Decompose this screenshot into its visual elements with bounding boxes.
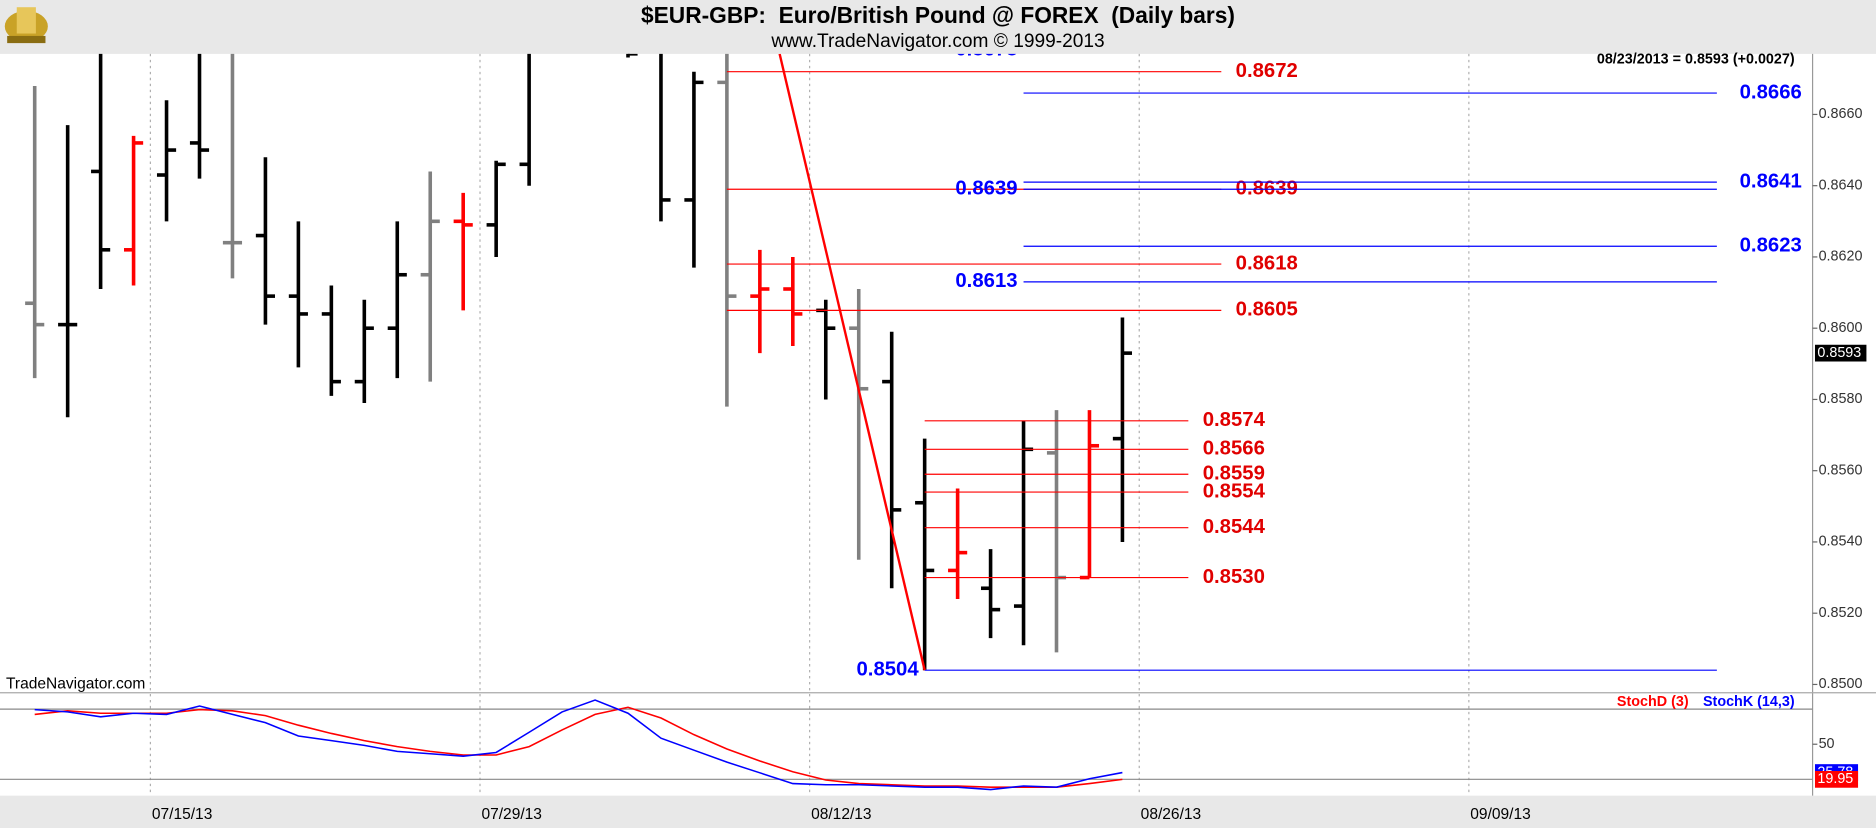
level-label: 0.8605 (1236, 299, 1298, 321)
y-tick-label: 0.8540 (1819, 534, 1863, 550)
value-tag (1814, 770, 1859, 788)
y-tick-label: 0.8500 (1819, 676, 1863, 692)
level-label: 0.8566 (1203, 438, 1265, 460)
x-tick-label: 07/15/13 (152, 806, 213, 823)
level-label: 0.8666 (1740, 81, 1802, 103)
legend-entry: StochK (14,3) (1703, 694, 1795, 710)
header-band (0, 0, 1876, 54)
level-label: 0.8618 (1236, 252, 1298, 274)
level-label: 0.8613 (955, 270, 1017, 292)
grid (149, 53, 1470, 796)
y-tick-label: 0.8660 (1819, 106, 1863, 122)
level-label: 0.8639 (955, 178, 1017, 200)
last-price-label: 0.8593 (1817, 345, 1861, 361)
value-tag-label: 19.95 (1817, 771, 1853, 787)
x-tick-label: 08/26/13 (1141, 806, 1202, 823)
logo (4, 7, 48, 44)
y-tick-label: 0.8580 (1819, 391, 1863, 407)
y-tick-label: 0.8600 (1819, 320, 1863, 336)
level-label: 0.8678 (955, 39, 1017, 61)
y-tick-label: 0.8520 (1819, 605, 1863, 621)
chart-subtitle: www.TradeNavigator.com © 1999-2013 (770, 31, 1104, 52)
last-price-tag (1814, 344, 1867, 362)
stoch-plot (0, 699, 1813, 791)
price-annotation: 08/23/2013 = 0.8593 (+0.0027) (1597, 52, 1795, 68)
date-axis-band (0, 795, 1876, 828)
y-tick-label: 50 (1819, 736, 1835, 752)
x-tick-label: 08/12/13 (811, 806, 872, 823)
x-tick-label: 09/09/13 (1470, 806, 1531, 823)
y-tick-label: 0.8640 (1819, 177, 1863, 193)
axes: 07/15/13 07/29/13 08/12/13 08/26/13 09/09/13… (152, 81, 1867, 823)
level-label: 0.8530 (1203, 566, 1265, 588)
x-tick-label: 07/29/13 (481, 806, 542, 823)
level-label: 0.8641 (1740, 171, 1802, 193)
y-tick-label: 0.8560 (1819, 462, 1863, 478)
watermark: TradeNavigator.com (6, 676, 145, 693)
y-tick-label: 0.8620 (1819, 249, 1863, 265)
level-label: 0.8559 (1203, 463, 1265, 485)
price-plot: 0.8672 0.8639 0.8618 0.8605 0.8574 0.8566 0.85… (25, 39, 1717, 681)
legend-entry: StochD (3) (1617, 694, 1689, 710)
chart-title: $EUR-GBP: Euro/British Pound @ FOREX (Da… (641, 2, 1235, 28)
level-label: 0.8639 (1236, 178, 1298, 200)
level-label: 0.8672 (1236, 60, 1298, 82)
level-label: 0.8554 (1203, 480, 1266, 502)
stoch-line (34, 699, 1123, 791)
level-label: 0.8504 (856, 659, 919, 681)
level-label: 0.8623 (1740, 235, 1802, 257)
trend-line (778, 53, 926, 671)
level-label: 0.8574 (1203, 409, 1266, 431)
level-label: 0.8544 (1203, 516, 1266, 538)
